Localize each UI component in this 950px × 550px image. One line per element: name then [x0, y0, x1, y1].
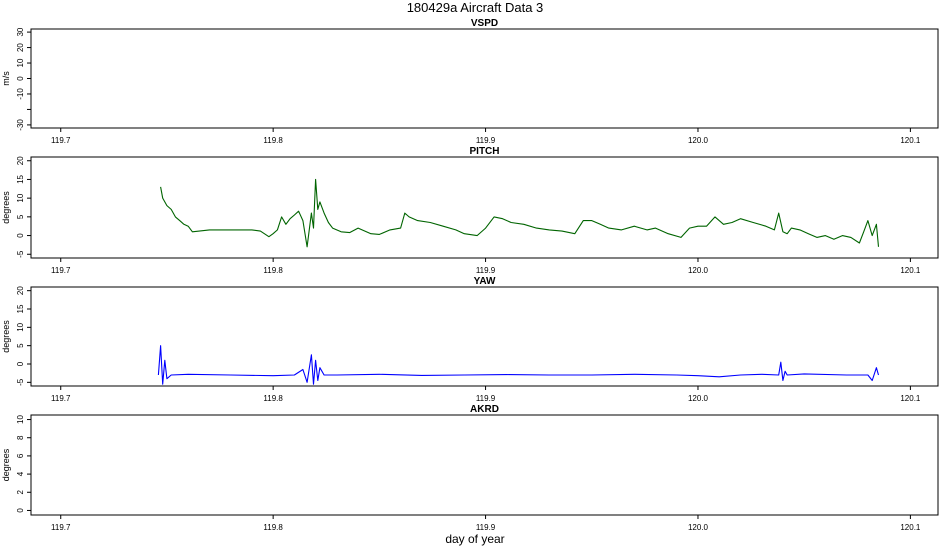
x-tick-label: 119.9: [476, 266, 496, 275]
y-tick-label: 15: [16, 304, 25, 313]
plot-frame: [30, 286, 939, 387]
panel-title: AKRD: [470, 404, 499, 415]
x-tick-label: 119.7: [51, 394, 71, 403]
y-tick-label: -5: [16, 250, 25, 258]
y-tick-label: 0: [16, 76, 25, 81]
x-tick-label: 120.1: [900, 136, 921, 145]
y-tick-label: 30: [16, 27, 25, 36]
figure-title: 180429a Aircraft Data 3: [407, 0, 544, 15]
y-tick-label: 8: [16, 435, 25, 440]
y-tick-label: 10: [16, 322, 25, 331]
y-axis-label: degrees: [1, 191, 11, 224]
y-tick-label: -30: [16, 119, 25, 131]
x-axis-label: day of year: [445, 532, 504, 546]
y-tick-label: 2: [16, 489, 25, 494]
y-tick-label: 10: [16, 193, 25, 202]
y-tick-label: 5: [16, 214, 25, 219]
y-tick-label: 0: [16, 233, 25, 238]
y-tick-label: -10: [16, 88, 25, 100]
y-tick-label: 6: [16, 453, 25, 458]
y-tick-label: 20: [16, 156, 25, 165]
y-axis-label: degrees: [1, 320, 11, 353]
x-tick-label: 119.8: [263, 136, 283, 145]
y-tick-label: 20: [16, 43, 25, 52]
panel-yaw: YAW degrees -5 0 5 10 15 20 119.7 119.8 119.9 120.0…: [1, 276, 939, 403]
panel-title: PITCH: [470, 146, 500, 157]
x-tick-label: 119.8: [263, 523, 283, 532]
y-tick-label: -5: [16, 378, 25, 386]
y-tick-label: 4: [16, 471, 25, 476]
x-tick-label: 119.8: [263, 394, 283, 403]
y-axis-label: m/s: [1, 71, 11, 86]
x-tick-label: 119.8: [263, 266, 283, 275]
y-tick-label: 15: [16, 174, 25, 183]
x-tick-label: 119.9: [476, 136, 496, 145]
x-tick-label: 120.1: [900, 394, 921, 403]
panel-vspd: VSPD m/s -30 -10 0 10 20 30 119.7 119.8 119.9 120.0…: [1, 18, 939, 145]
x-tick-label: 120.0: [688, 523, 709, 532]
panel-title: VSPD: [471, 18, 498, 29]
plot-frame: [30, 414, 939, 516]
x-tick-label: 119.7: [51, 266, 71, 275]
x-tick-label: 119.9: [476, 394, 496, 403]
x-tick-label: 120.0: [688, 394, 709, 403]
series-line-pitch: [160, 178, 880, 248]
series-line-yaw: [157, 345, 880, 385]
y-tick-label: 0: [16, 508, 25, 513]
x-tick-label: 119.9: [476, 523, 496, 532]
x-tick-label: 120.1: [900, 523, 921, 532]
x-tick-label: 120.0: [688, 136, 709, 145]
panel-akrd: AKRD degrees 0 2 4 6 8 10 119.7 119.8 119.9 120.0 12…: [1, 404, 939, 532]
y-tick-label: 5: [16, 343, 25, 348]
x-tick-label: 120.1: [900, 266, 921, 275]
x-tick-label: 119.7: [51, 136, 71, 145]
y-tick-label: 10: [16, 415, 25, 424]
y-tick-label: 20: [16, 286, 25, 295]
x-tick-label: 120.0: [688, 266, 709, 275]
y-tick-label: 10: [16, 58, 25, 67]
x-tick-label: 119.7: [51, 523, 71, 532]
plot-frame: [30, 156, 939, 259]
panel-title: YAW: [474, 276, 496, 287]
y-tick-label: 0: [16, 361, 25, 366]
panel-pitch: PITCH degrees -5 0 5 10 15 20 119.7 119.8 119.9 120…: [1, 146, 939, 275]
plot-frame: [30, 28, 939, 129]
y-axis-label: degrees: [1, 448, 11, 481]
